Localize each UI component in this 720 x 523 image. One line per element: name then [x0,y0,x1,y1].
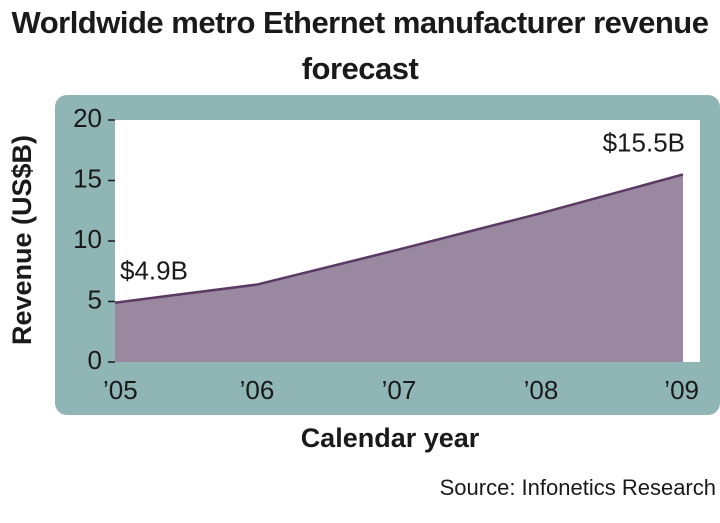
data-label: $4.9B [120,256,188,286]
y-tick-label: 5 [88,284,102,314]
area [115,174,683,362]
x-tick-label: ’05 [103,375,138,405]
y-tick-label: 20 [73,103,102,133]
chart-title: Worldwide metro Ethernet manufacturer re… [11,5,709,86]
data-label: $15.5B [603,127,685,157]
x-tick-label: ’08 [524,375,559,405]
source: Source: Infonetics Research [440,475,716,500]
x-axis-label: Calendar year [301,423,480,453]
y-tick-label: 0 [88,345,102,375]
x-tick-label: ’07 [382,375,417,405]
y-axis-label: Revenue (US$B) [7,135,37,345]
y-tick-label: 10 [73,224,102,254]
x-tick-label: ’09 [664,375,699,405]
line [114,173,684,304]
x-tick-label: ’06 [240,375,275,405]
y-tick-label: 15 [73,163,102,193]
